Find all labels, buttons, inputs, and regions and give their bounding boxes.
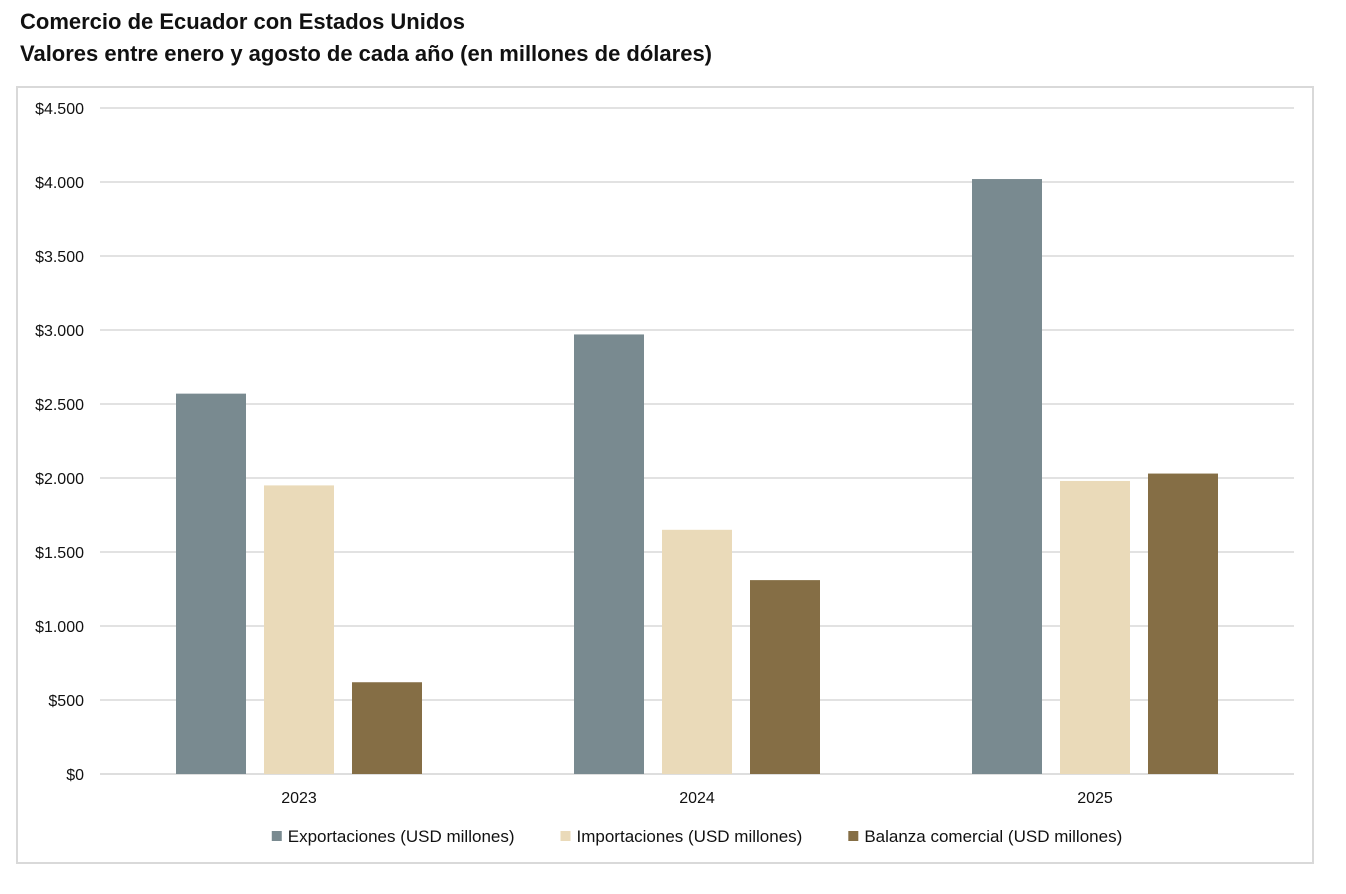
y-tick-label: $3.500 [35,249,84,266]
bars [176,179,1218,775]
bar-2023-series-3 [352,682,422,774]
y-tick-label: $4.000 [35,175,84,192]
y-tick-label: $0 [66,767,84,784]
bar-2024-series-1 [574,334,644,774]
chart-title-block: Comercio de Ecuador con Estados Unidos V… [20,6,712,70]
y-tick-label: $500 [48,693,84,710]
y-axis-ticks: $0 $500 $1.000 $1.500 $2.000 $2.500 $3.000 $3.5… [35,101,84,784]
legend-swatch [848,831,859,841]
legend-label: Exportaciones (USD millones) [288,827,515,846]
legend: Exportaciones (USD millones) Importacione… [271,827,1122,846]
legend-item: Balanza comercial (USD millones) [848,827,1122,846]
x-axis-ticks: 2023 2024 2025 [281,790,1113,807]
y-tick-label: $3.000 [35,323,84,340]
x-tick-label: 2025 [1077,790,1113,807]
bar-2024-series-3 [750,580,820,774]
x-tick-label: 2024 [679,790,715,807]
bar-2025-series-2 [1060,480,1130,774]
y-tick-label: $2.000 [35,471,84,488]
legend-label: Balanza comercial (USD millones) [864,827,1122,846]
bar-2023-series-2 [264,485,334,774]
y-tick-label: $1.500 [35,545,84,562]
y-tick-label: $2.500 [35,397,84,414]
chart-title: Comercio de Ecuador con Estados Unidos [20,9,465,34]
bar-2024-series-2 [662,529,732,774]
y-tick-label: $1.000 [35,619,84,636]
y-tick-label: $4.500 [35,101,84,118]
legend-swatch [271,831,282,841]
bar-2025-series-1 [972,179,1042,775]
x-tick-label: 2023 [281,790,317,807]
chart-subtitle: Valores entre enero y agosto de cada año… [20,41,713,66]
legend-item: Exportaciones (USD millones) [271,827,515,846]
legend-label: Importaciones (USD millones) [577,827,803,846]
legend-swatch [560,831,571,841]
bar-2023-series-1 [176,393,246,774]
bar-2025-series-3 [1148,473,1218,774]
legend-item: Importaciones (USD millones) [560,827,803,846]
